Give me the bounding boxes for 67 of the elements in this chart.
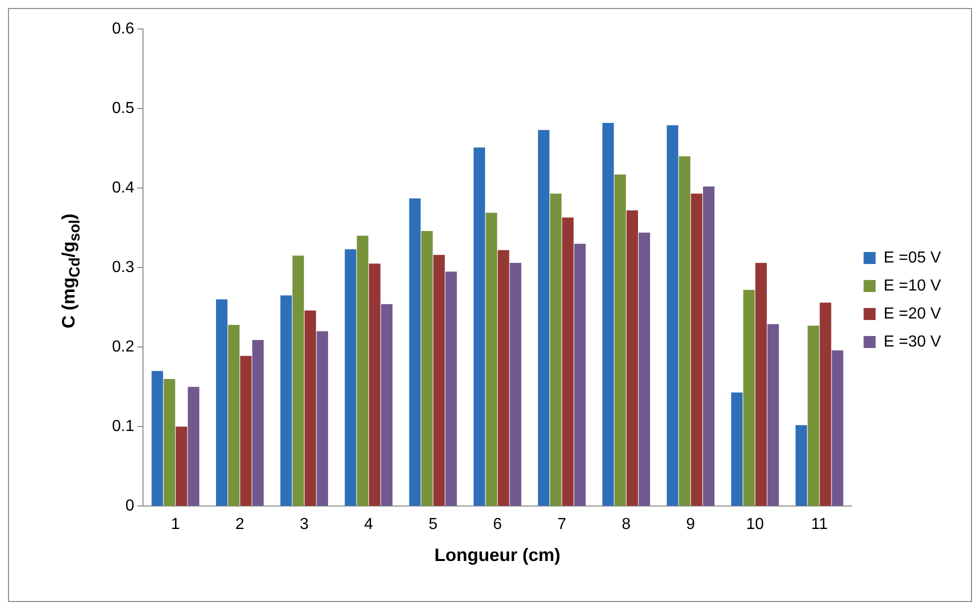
y-tick-label: 0.3 xyxy=(112,259,134,276)
bar xyxy=(421,231,433,506)
x-tick-label: 2 xyxy=(235,516,244,534)
bar xyxy=(666,125,678,506)
bar xyxy=(743,290,755,506)
bar xyxy=(433,254,445,506)
x-axis-title: Longueur (cm) xyxy=(434,545,560,566)
legend-label: E =20 V xyxy=(884,305,942,322)
bar xyxy=(316,331,328,506)
bar xyxy=(574,244,586,506)
bar xyxy=(304,310,316,506)
y-tick-label: 0.2 xyxy=(112,338,134,356)
x-tick-label: 7 xyxy=(557,516,566,534)
bar xyxy=(626,210,638,506)
bar xyxy=(808,326,820,506)
bar xyxy=(820,302,832,506)
bar xyxy=(381,304,392,506)
bar xyxy=(176,426,188,506)
bar xyxy=(550,194,562,506)
legend-label: E =30 V xyxy=(884,333,942,350)
legend-label: E =10 V xyxy=(884,277,942,294)
bar xyxy=(216,299,228,506)
bar xyxy=(690,194,702,506)
bar xyxy=(152,370,164,506)
bar xyxy=(796,425,808,506)
bar xyxy=(188,386,200,506)
bar xyxy=(767,324,779,506)
bar xyxy=(498,250,510,506)
bar xyxy=(409,198,421,506)
x-tick-label: 4 xyxy=(364,516,374,534)
bar xyxy=(292,256,304,506)
bar xyxy=(252,340,264,506)
y-tick-label: 0.1 xyxy=(112,418,134,436)
bar xyxy=(280,295,292,506)
bar xyxy=(368,264,380,506)
x-tick-label: 3 xyxy=(300,516,309,534)
y-tick-label: 0.6 xyxy=(112,20,134,38)
bar xyxy=(832,350,844,506)
bar xyxy=(474,148,486,506)
bar xyxy=(344,249,356,506)
bar xyxy=(703,186,714,506)
y-tick-label: 0.4 xyxy=(112,179,134,196)
bar xyxy=(638,232,650,506)
bar xyxy=(228,324,240,506)
x-tick-label: 1 xyxy=(170,516,180,534)
x-tick-label: 10 xyxy=(746,516,764,534)
bar xyxy=(486,212,498,506)
bar xyxy=(678,156,690,506)
bar xyxy=(538,130,550,506)
x-tick-label: 9 xyxy=(686,516,696,534)
bar xyxy=(510,262,522,506)
y-tick-label: 0 xyxy=(125,498,134,515)
bar xyxy=(602,122,614,506)
bar xyxy=(445,272,457,506)
x-tick-label: 6 xyxy=(492,516,502,534)
x-tick-label: 11 xyxy=(811,516,828,534)
bar xyxy=(240,356,252,506)
x-tick-label: 8 xyxy=(622,516,631,534)
y-tick-label: 0.5 xyxy=(112,100,134,117)
x-tick-label: 5 xyxy=(428,516,438,534)
bar xyxy=(562,217,574,506)
bar xyxy=(614,174,626,506)
bar xyxy=(356,236,368,506)
bar xyxy=(164,378,176,506)
bar xyxy=(755,262,767,506)
legend-label: E =05 V xyxy=(884,249,942,266)
bar xyxy=(731,392,743,506)
